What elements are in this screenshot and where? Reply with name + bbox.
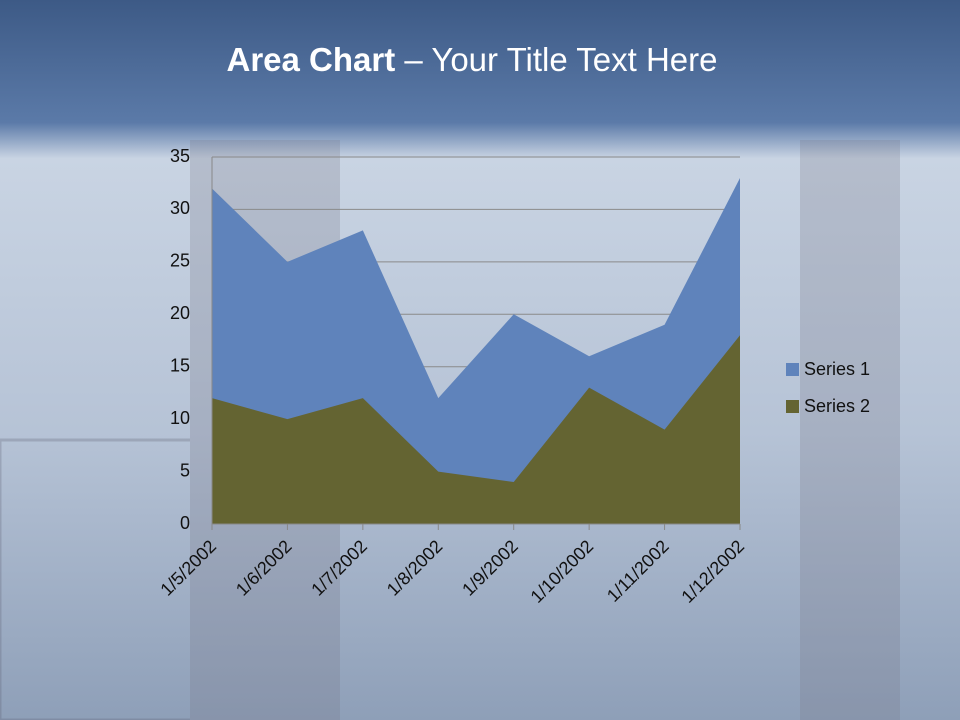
y-tick-label: 15: [170, 355, 190, 375]
y-tick-label: 25: [170, 251, 190, 271]
area: [212, 335, 740, 524]
legend-label: Series 2: [804, 396, 870, 416]
chart-title: Area Chart – Your Title Text Here: [227, 41, 718, 78]
legend-label: Series 1: [804, 359, 870, 379]
legend-swatch: [786, 363, 799, 376]
y-tick-label: 35: [170, 146, 190, 166]
y-tick-label: 0: [180, 513, 190, 533]
title-bold: Area Chart: [227, 41, 396, 78]
y-tick-label: 5: [180, 460, 190, 480]
title-rest: – Your Title Text Here: [404, 41, 717, 78]
y-tick-label: 20: [170, 303, 190, 323]
y-tick-label: 10: [170, 408, 190, 428]
legend-swatch: [786, 400, 799, 413]
y-tick-label: 30: [170, 198, 190, 218]
